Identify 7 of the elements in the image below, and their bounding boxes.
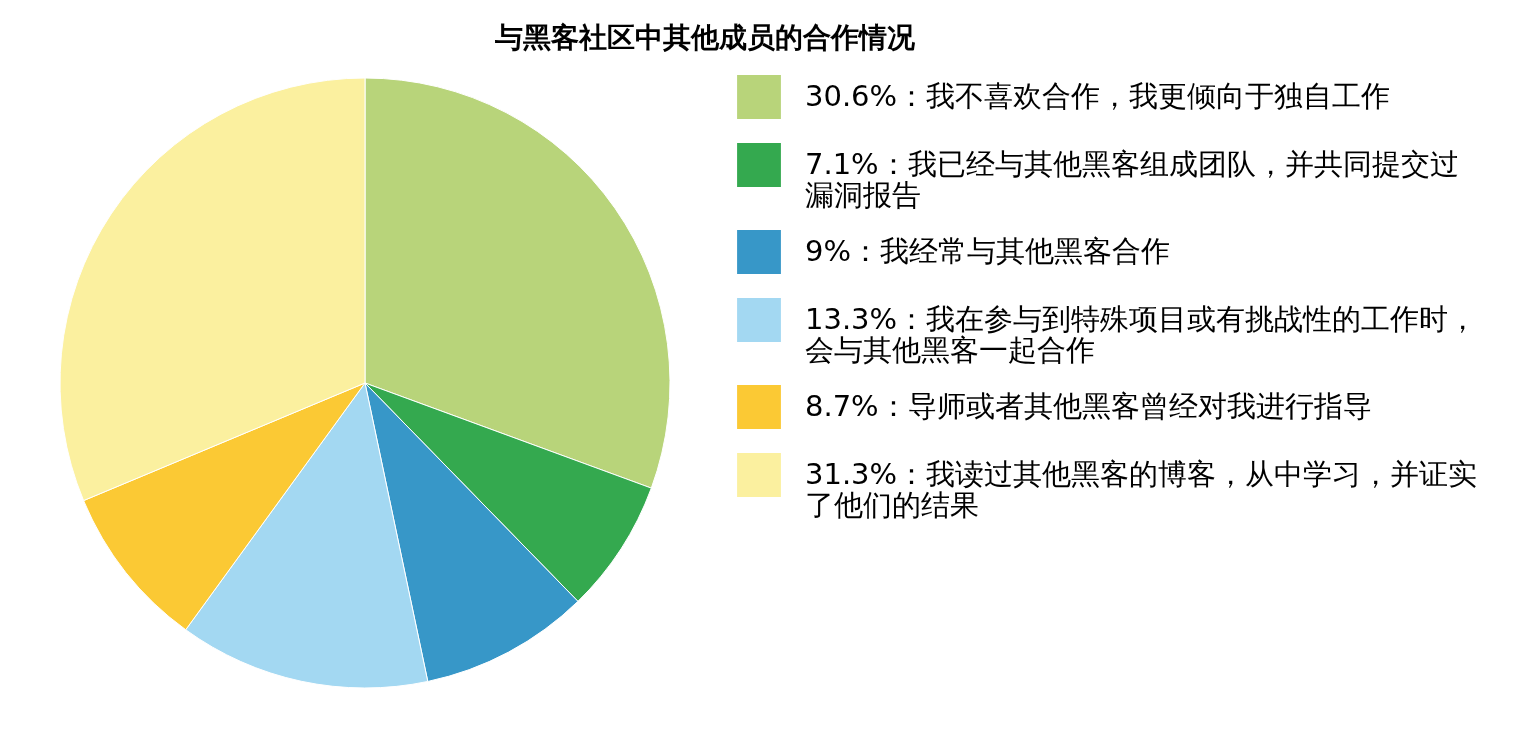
legend-label: 8.7%：导师或者其他黑客曾经对我进行指导 — [805, 389, 1372, 423]
legend-label: 9%：我经常与其他黑客合作 — [805, 234, 1171, 268]
legend-label: 7.1%：我已经与其他黑客组成团队，并共同提交过漏洞报告 — [805, 147, 1459, 212]
legend-label: 30.6%：我不喜欢合作，我更倾向于独自工作 — [805, 79, 1391, 113]
chart-title: 与黑客社区中其他成员的合作情况 — [494, 21, 916, 54]
legend-label: 31.3%：我读过其他黑客的博客，从中学习，并证实了他们的结果 — [805, 457, 1478, 522]
legend-label: 13.3%：我在参与到特殊项目或有挑战性的工作时，会与其他黑客一起合作 — [805, 302, 1478, 367]
